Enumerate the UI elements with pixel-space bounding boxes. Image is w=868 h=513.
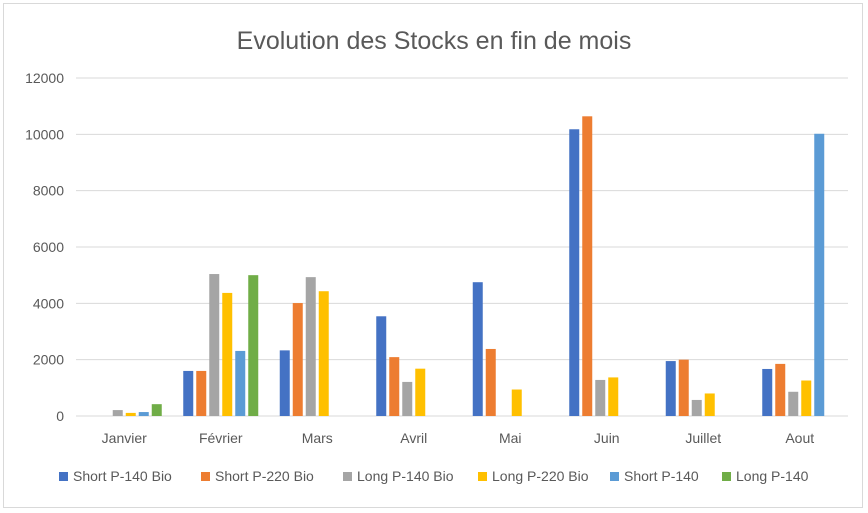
y-tick-label: 12000 xyxy=(25,70,64,86)
legend-swatch xyxy=(59,472,68,481)
bar-short-p-140-7 xyxy=(814,133,825,416)
x-tick-label: Février xyxy=(199,430,243,446)
bar-long-p-140-bio-6 xyxy=(691,399,702,416)
legend-label: Long P-220 Bio xyxy=(492,468,589,484)
y-tick-label: 8000 xyxy=(33,183,64,199)
bar-long-p-140-1 xyxy=(248,275,259,416)
bar-long-p-140-bio-5 xyxy=(595,379,606,416)
legend-label: Long P-140 Bio xyxy=(357,468,454,484)
legend-swatch xyxy=(478,472,487,481)
chart-title: Evolution des Stocks en fin de mois xyxy=(237,27,632,55)
legend-label: Long P-140 xyxy=(736,468,809,484)
bar-short-p-220-bio-6 xyxy=(678,359,689,416)
legend: Short P-140 Bio Short P-220 Bio Long P-140… xyxy=(59,468,809,484)
x-tick-label: Mai xyxy=(499,430,522,446)
y-axis-ticks: 0 2000 4000 6000 8000 10000 12000 xyxy=(25,70,64,424)
x-tick-label: Juillet xyxy=(685,430,721,446)
bar-long-p-220-bio-1 xyxy=(222,292,233,416)
legend-label: Short P-140 xyxy=(624,468,699,484)
bar-long-p-220-bio-7 xyxy=(801,380,812,416)
y-tick-label: 0 xyxy=(56,408,64,424)
y-tick-label: 4000 xyxy=(33,295,64,311)
bars xyxy=(112,116,825,416)
gridlines xyxy=(76,77,848,417)
bar-short-p-220-bio-7 xyxy=(775,363,786,416)
x-tick-label: Janvier xyxy=(102,430,147,446)
legend-swatch xyxy=(610,472,619,481)
legend-swatch xyxy=(722,472,731,481)
bar-chart: Evolution des Stocks en fin de mois 0 200… xyxy=(25,27,848,484)
bar-long-p-140-bio-0 xyxy=(112,410,123,416)
x-axis-ticks: Janvier Février Mars Avril Mai Juin Juillet Aou… xyxy=(102,430,815,446)
y-tick-label: 2000 xyxy=(33,352,64,368)
bar-long-p-140-bio-2 xyxy=(305,277,316,416)
y-tick-label: 6000 xyxy=(33,239,64,255)
bar-long-p-140-bio-7 xyxy=(788,391,799,416)
legend-label: Short P-140 Bio xyxy=(73,468,172,484)
bar-short-p-220-bio-2 xyxy=(292,303,303,416)
bar-short-p-140-1 xyxy=(235,350,246,416)
bar-short-p-140-bio-6 xyxy=(665,361,676,416)
bar-long-p-140-0 xyxy=(151,404,162,416)
bar-short-p-140-bio-2 xyxy=(279,350,290,416)
legend-label: Short P-220 Bio xyxy=(215,468,314,484)
bar-long-p-140-bio-1 xyxy=(209,274,220,416)
x-tick-label: Avril xyxy=(400,430,427,446)
bar-short-p-220-bio-3 xyxy=(389,357,400,416)
bar-short-p-220-bio-5 xyxy=(582,116,593,416)
bar-long-p-220-bio-6 xyxy=(704,393,715,416)
bar-short-p-140-bio-5 xyxy=(569,129,580,416)
bar-long-p-220-bio-5 xyxy=(608,377,619,416)
bar-long-p-220-bio-0 xyxy=(125,412,136,416)
y-tick-label: 10000 xyxy=(25,126,64,142)
bar-long-p-220-bio-3 xyxy=(415,368,426,416)
x-tick-label: Juin xyxy=(594,430,620,446)
bar-long-p-140-bio-3 xyxy=(402,381,413,416)
legend-swatch xyxy=(343,472,352,481)
legend-swatch xyxy=(201,472,210,481)
bar-short-p-140-bio-3 xyxy=(376,316,387,416)
bar-short-p-220-bio-1 xyxy=(196,370,207,416)
bar-short-p-140-bio-1 xyxy=(183,370,194,416)
bar-long-p-220-bio-2 xyxy=(318,291,329,416)
bar-short-p-140-bio-7 xyxy=(762,368,773,416)
x-tick-label: Mars xyxy=(302,430,333,446)
chart-frame: Evolution des Stocks en fin de mois 0 200… xyxy=(3,3,863,508)
x-tick-label: Aout xyxy=(785,430,814,446)
bar-short-p-140-0 xyxy=(138,412,149,416)
bar-short-p-140-bio-4 xyxy=(472,282,483,416)
bar-short-p-220-bio-4 xyxy=(485,348,496,416)
bar-long-p-220-bio-4 xyxy=(511,389,522,416)
